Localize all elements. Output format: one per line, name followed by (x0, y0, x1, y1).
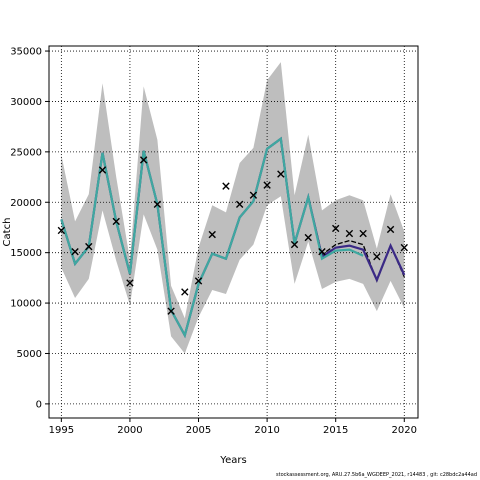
observation-point (153, 200, 162, 208)
x-tick-label: 1995 (49, 425, 74, 436)
x-tick-label: 2005 (186, 425, 211, 436)
observation-point (71, 247, 79, 256)
observation-point (98, 166, 107, 174)
grid-layer (49, 46, 418, 418)
y-tick-label: 35000 (10, 47, 42, 58)
y-tick-label: 10000 (10, 299, 42, 310)
observation-point (263, 181, 271, 189)
x-tick-label: 2010 (254, 425, 279, 436)
observation-point (208, 230, 216, 239)
observation-point (181, 288, 189, 296)
observation-point (318, 247, 326, 256)
observation-point (139, 156, 148, 164)
plot-frame (48, 45, 419, 419)
x-tick-label: 2020 (392, 425, 417, 436)
observation-point (235, 200, 244, 208)
x-axis-title: Years (219, 455, 246, 466)
observation-point (249, 191, 258, 199)
y-tick-label: 20000 (10, 198, 42, 209)
axis-layer: 1995 2000 2005 2010 2015 2020 0 5000 10000 15000 2… (10, 47, 417, 436)
x-tick-label: 2015 (323, 425, 348, 436)
y-tick-label: 15000 (10, 248, 42, 259)
line-layer (60, 136, 406, 339)
y-tick-label: 5000 (17, 349, 42, 360)
confidence-band-layer (61, 62, 405, 354)
observation-point (85, 242, 93, 251)
observation-point (386, 225, 395, 234)
y-tick-label: 25000 (10, 147, 42, 158)
observation-point (400, 243, 408, 252)
teal-estimate-line (60, 136, 364, 339)
observation-point (290, 240, 299, 249)
x-tick-label: 2000 (117, 425, 142, 436)
observation-point (332, 224, 340, 233)
y-axis-title: Catch (2, 218, 13, 247)
observation-point (304, 233, 312, 242)
observation-layer (57, 156, 408, 315)
observation-point (112, 217, 120, 226)
observation-point (373, 253, 381, 261)
observation-point (126, 279, 134, 287)
confidence-band (61, 62, 405, 354)
observation-point (57, 226, 66, 235)
observation-point (167, 307, 175, 315)
y-tick-label: 30000 (10, 97, 42, 108)
observation-point (345, 229, 354, 238)
observation-point (277, 170, 285, 178)
y-tick-label: 0 (36, 399, 42, 410)
observation-point (359, 229, 367, 238)
footer-credit: stockassessment.org, ARU.27.5b6a_WGDEEP_… (276, 472, 477, 478)
observation-point (194, 277, 203, 285)
observation-point (222, 182, 230, 190)
